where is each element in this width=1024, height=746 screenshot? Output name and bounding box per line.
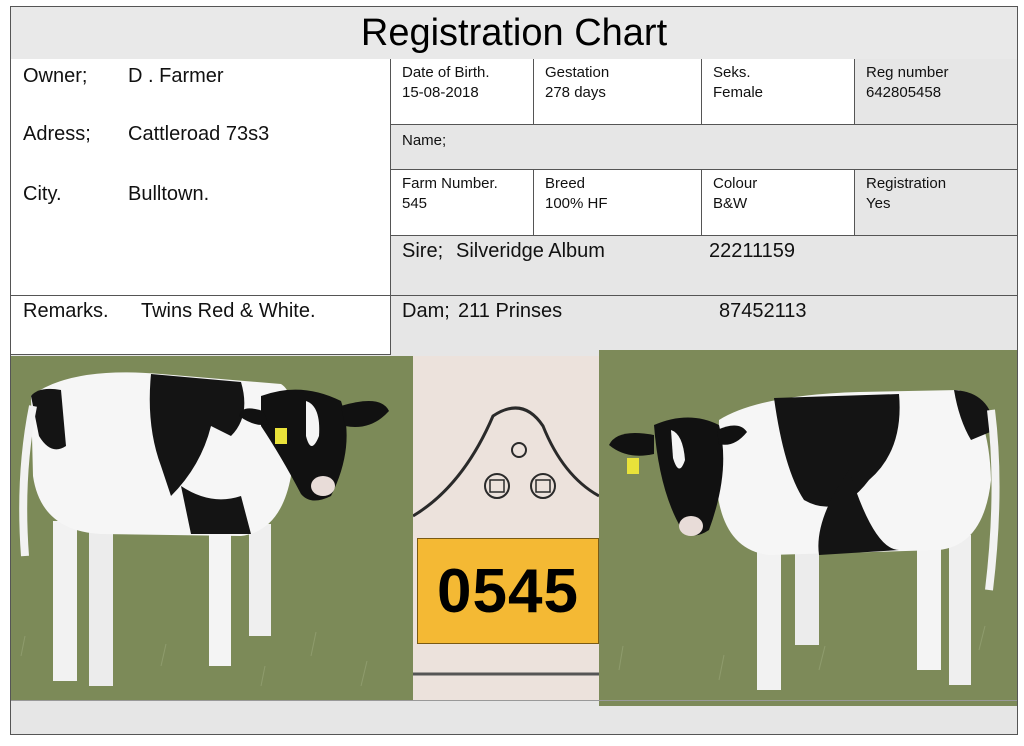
sire-row: Sire; Silveridge Album 22211159 xyxy=(391,236,1017,296)
sire-label: Sire; xyxy=(402,240,444,262)
seks-label: Seks. xyxy=(713,64,751,81)
gestation-label: Gestation xyxy=(545,64,610,81)
registration-label: Registration xyxy=(866,175,947,192)
calf-photo-right xyxy=(599,350,1017,706)
seks-value: Female xyxy=(713,84,764,101)
remarks-box: Remarks. Twins Red & White. xyxy=(11,296,391,355)
registration-value: Yes xyxy=(866,195,891,212)
page-title: Registration Chart xyxy=(11,7,1017,60)
owner-row: Owner; D . Farmer xyxy=(23,65,224,88)
name-label: Name; xyxy=(402,132,447,149)
remarks-value: Twins Red & White. xyxy=(141,300,316,322)
dam-row: Dam; 211 Prinses 87452113 xyxy=(391,296,1017,354)
reg-number-cell: Reg number 642805458 xyxy=(855,59,1017,125)
ear-tag-image: 0545 xyxy=(413,356,599,700)
address-row: Adress; Cattleroad 73s3 xyxy=(23,123,269,146)
dam-number: 87452113 xyxy=(719,300,807,322)
colour-cell: Colour B&W xyxy=(702,170,855,236)
breed-label: Breed xyxy=(545,175,586,192)
reg-number-value: 642805458 xyxy=(866,84,942,101)
dob-cell: Date of Birth. 15-08-2018 xyxy=(391,59,534,125)
colour-label: Colour xyxy=(713,175,758,192)
calf-left-illustration xyxy=(11,356,413,700)
city-label: City. xyxy=(23,183,62,205)
breed-cell: Breed 100% HF xyxy=(534,170,702,236)
farm-number-value: 545 xyxy=(402,195,428,212)
ear-tag-number: 0545 xyxy=(437,556,579,626)
city-value: Bulltown. xyxy=(128,183,210,205)
registration-cell: Registration Yes xyxy=(855,170,1017,236)
name-cell: Name; xyxy=(391,125,1017,170)
city-row: City. Bulltown. xyxy=(23,183,209,206)
calf-right-illustration xyxy=(599,350,1017,706)
ear-tag-plate: 0545 xyxy=(417,538,599,644)
address-value: Cattleroad 73s3 xyxy=(128,123,270,145)
registration-sheet: Registration Chart Owner; D . Farmer Adr… xyxy=(10,6,1018,735)
sire-number: 22211159 xyxy=(709,240,796,262)
calf-photo-left xyxy=(11,356,413,700)
dam-name: 211 Prinses xyxy=(458,300,563,322)
colour-value: B&W xyxy=(713,195,748,212)
gestation-cell: Gestation 278 days xyxy=(534,59,702,125)
owner-value: D . Farmer xyxy=(128,65,224,87)
bottom-divider xyxy=(11,700,1017,701)
owner-label: Owner; xyxy=(23,65,88,87)
remarks-label: Remarks. xyxy=(23,300,109,322)
dob-value: 15-08-2018 xyxy=(402,84,479,101)
farm-number-label: Farm Number. xyxy=(402,175,498,192)
sire-name: Silveridge Album xyxy=(456,240,605,262)
owner-info-box: Owner; D . Farmer Adress; Cattleroad 73s… xyxy=(11,59,391,296)
dob-label: Date of Birth. xyxy=(402,64,490,81)
seks-cell: Seks. Female xyxy=(702,59,855,125)
gestation-value: 278 days xyxy=(545,84,606,101)
farm-number-cell: Farm Number. 545 xyxy=(391,170,534,236)
reg-number-label: Reg number xyxy=(866,64,949,81)
address-label: Adress; xyxy=(23,123,91,145)
dam-label: Dam; xyxy=(402,300,450,322)
ear-tag-illustration xyxy=(413,356,599,700)
breed-value: 100% HF xyxy=(545,195,608,212)
